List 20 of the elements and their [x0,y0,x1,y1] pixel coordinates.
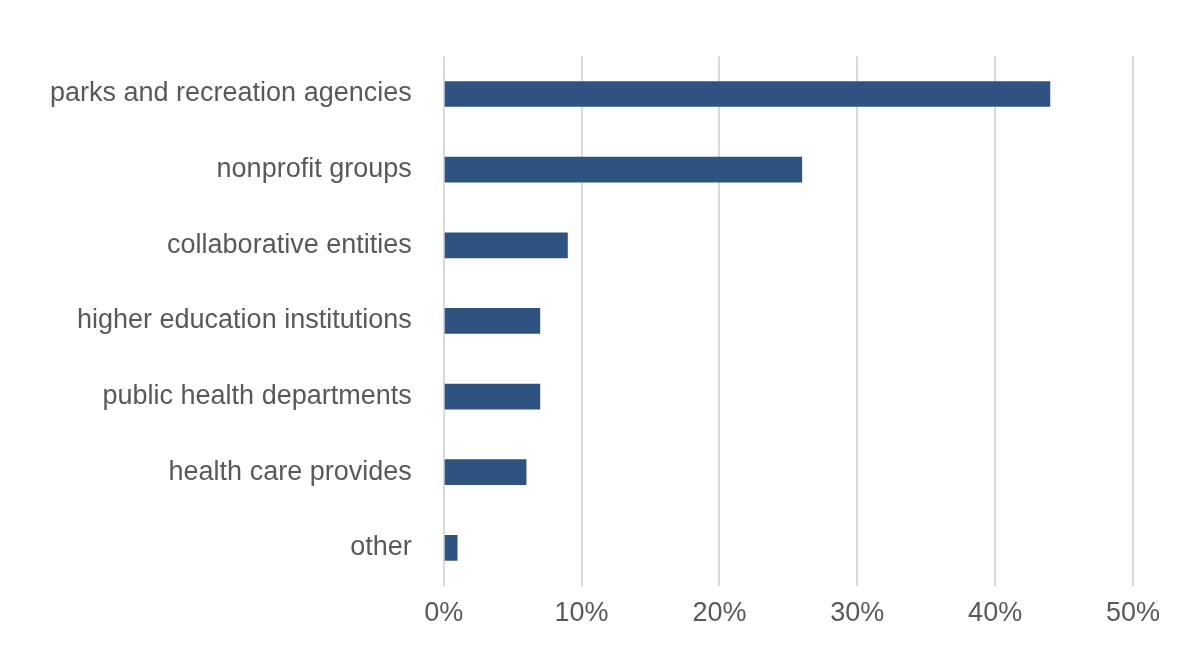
bar [444,383,541,410]
y-tick-label: public health departments [102,379,412,410]
bar [444,81,1051,107]
y-tick-label: health care provides [168,455,412,486]
y-tick-label: other [350,531,412,562]
bar [444,308,541,334]
x-tick-label: 40% [968,597,1023,628]
bar [444,534,458,561]
bar [444,459,527,486]
x-tick-label: 30% [830,597,885,628]
y-tick-label: nonprofit groups [216,153,412,184]
x-tick-label: 20% [692,597,747,628]
bar [444,232,568,259]
bar [444,156,803,183]
x-tick-label: 50% [1105,597,1160,628]
x-tick-label: 0% [424,597,464,628]
y-tick-label: higher education institutions [77,304,412,335]
x-tick-label: 10% [554,597,609,628]
y-tick-label: parks and recreation agencies [50,77,412,108]
y-tick-label: collaborative entities [167,228,412,259]
